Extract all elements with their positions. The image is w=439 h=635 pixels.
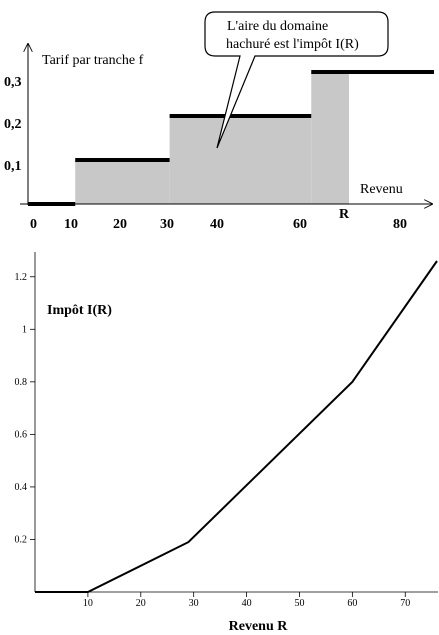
tariff-x-tick: 0 (30, 217, 37, 232)
tariff-y-axis-label: Tarif par tranche f (42, 53, 144, 68)
tax-ticks: 10 20 30 40 50 60 70 0.2 0.4 0.6 0.8 1 1.2 (15, 272, 411, 609)
tax-x-tick: 10 (83, 598, 93, 609)
tariff-y-tick: 0,3 (4, 75, 22, 90)
shaded-band (311, 72, 350, 204)
shaded-band (169, 116, 312, 204)
tax-y-tick: 1.2 (15, 272, 28, 283)
tax-x-tick: 20 (136, 598, 146, 609)
tariff-x-tick: 40 (210, 217, 224, 232)
tax-x-tick: 40 (242, 598, 252, 609)
tariff-x-tick: 10 (64, 217, 78, 232)
tax-chart: 10 20 30 40 50 60 70 0.2 0.4 0.6 0.8 1 1.2 Impôt I(R… (15, 252, 438, 634)
tax-y-tick: 1 (22, 324, 27, 335)
tax-y-tick: 0.2 (15, 534, 28, 545)
tariff-x-axis-label: Revenu (360, 182, 403, 197)
callout-line: hachuré est l'impôt I(R) (226, 37, 359, 52)
tariff-x-tick: 30 (160, 217, 174, 232)
tariff-x-tick: 20 (113, 217, 127, 232)
tariff-y-tick: 0,1 (4, 159, 22, 174)
shaded-band (75, 160, 170, 204)
tax-y-tick: 0.6 (15, 429, 28, 440)
tariff-y-tick: 0,2 (4, 117, 22, 132)
tax-x-axis-label: Revenu R (229, 619, 289, 634)
shaded-area (75, 72, 350, 204)
revenue-r-marker: R (339, 207, 350, 222)
tax-chart-title: Impôt I(R) (47, 303, 112, 318)
tax-x-tick: 30 (189, 598, 199, 609)
tariff-chart: Tarif par tranche f Revenu 0,1 0,2 0,3 0… (4, 11, 434, 232)
callout-bubble: L'aire du domaine hachuré est l'impôt I(… (204, 11, 389, 149)
tariff-x-tick: 60 (293, 217, 307, 232)
tax-y-tick: 0.8 (15, 377, 28, 388)
callout-line: L'aire du domaine (227, 19, 328, 34)
tax-curve (35, 260, 438, 593)
tariff-x-tick: 80 (393, 217, 407, 232)
tax-x-tick: 70 (400, 598, 410, 609)
tax-x-tick: 60 (347, 598, 357, 609)
tax-y-tick: 0.4 (15, 482, 28, 493)
tax-x-tick: 50 (294, 598, 304, 609)
tariff-steps (28, 70, 434, 206)
